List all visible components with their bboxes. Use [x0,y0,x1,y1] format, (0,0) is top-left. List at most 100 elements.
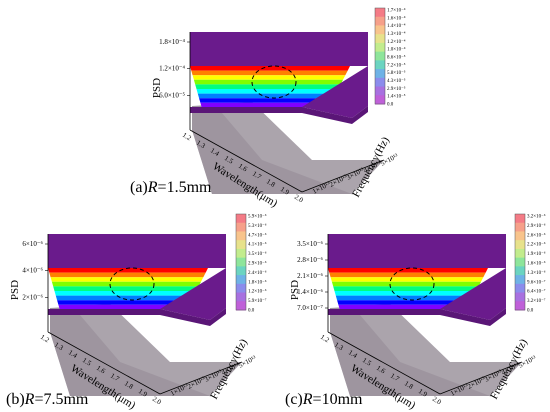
z-tick-label: 1.4×10⁻⁶ [297,288,323,296]
colorbar-segment [375,51,385,61]
colorbar-label: 4.3×10⁻⁵ [387,78,406,84]
z-tick-label: 3.5×10⁻⁶ [297,240,323,248]
plateau-top [328,234,506,268]
side-surface [50,308,210,396]
rainbow-band [331,281,481,287]
plateau-lower [302,66,368,118]
colorbar-segment [236,257,246,267]
colorbar-label: 1.2×10⁻⁴ [387,39,406,45]
x-tick-label: 1.3 [53,341,65,353]
x-tick-label: 1.5 [361,356,373,368]
colorbar-label: 6.4×10⁻⁷ [527,289,546,295]
rainbow-band [335,295,474,301]
caption-value: =7.5mm [34,391,88,408]
colorbar-segment [375,95,385,105]
z-tick-label: 6.0×10⁻⁵ [159,91,185,99]
x-tick-label: 1.4 [67,348,79,360]
x-tick-label: 1.9 [137,387,149,399]
colorbar-segment [515,222,525,232]
colorbar-segment [515,301,525,311]
colorbar-label: 0.0 [387,103,394,108]
colorbar-label: 5.9×10⁻⁷ [248,298,267,304]
colorbar-segment [375,77,385,88]
colorbar-segment [515,292,525,302]
rainbow-band [337,300,472,305]
colorbar-label: 4.7×10⁻⁶ [248,232,267,238]
colorbar-segment [375,8,385,18]
z-tick-label: 2.8×10⁻⁶ [297,256,323,264]
z-tick-label: 6×10⁻⁶ [22,240,43,248]
rainbow-band [338,304,470,310]
colorbar-label: 0.0 [248,309,255,314]
colorbar-segment [375,86,385,96]
x-tick-label: 1.2 [181,131,193,143]
colorbar-segment [375,34,385,44]
colorbar-label: 1.0×10⁻⁴ [387,47,406,53]
caption-variable: R [147,179,158,196]
z-tick-label: 2×10⁻⁶ [22,293,43,301]
colorbar-label: 1.9×10⁻⁶ [527,251,546,257]
rainbow-band [50,277,204,282]
x-tick-label: 1.5 [223,154,235,166]
x-tick-label: 1.2 [319,333,331,345]
caption-prefix: (c) [285,391,303,408]
x-tick-label: 1.4 [209,146,221,158]
colorbar-label: 5.9×10⁻⁶ [248,214,267,220]
plateau-edge [328,308,506,326]
rainbow-band [333,286,479,291]
x-tick-label: 1.8 [265,177,277,189]
colorbar-label: 2.9×10⁻⁶ [527,223,546,229]
colorbar-frame [514,213,526,311]
colorbar-segment [515,257,525,267]
colorbar-segment [515,231,525,241]
colorbar-segment [515,275,525,285]
colorbar-segment [375,16,385,26]
colorbar-frame [235,213,247,311]
colorbar-label: 7.2×10⁻⁵ [387,62,406,68]
plateau-edge [190,106,368,124]
chart-panel-b: 2×10⁻⁶4×10⁻⁶6×10⁻⁶PSD1.21.31.41.51.61.71… [9,234,257,412]
x-axis-line [189,129,303,193]
x-tick-label: 2.0 [151,395,163,407]
caption-value: =1.5mm [158,179,212,196]
x-tick-label: 1.6 [375,364,387,376]
x-tick-label: 1.5 [81,356,93,368]
panel-caption: (c)R=10mm [285,391,363,408]
z-tick-label: 7.0×10⁻⁷ [297,304,323,312]
colorbar-segment [236,283,246,294]
x-axis-line [327,331,441,395]
rainbow-band [191,70,348,76]
rainbow-band [329,272,486,278]
colorbar-label: 5.8×10⁻⁵ [387,70,406,76]
y-axis-line [301,159,385,193]
x-tick-label: 1.6 [95,364,107,376]
panel-caption: (b)R=7.5mm [6,391,89,408]
z-tick-label: 1.2×10⁻⁴ [159,65,185,73]
x-tick-label: 1.3 [195,139,207,151]
rainbow-band [54,291,197,296]
plateau-edge [48,308,226,326]
colorbar-frame [374,7,386,105]
x-tick-label: 1.2 [39,333,51,345]
rainbow-band [49,272,206,278]
rainbow-band [200,102,332,108]
colorbar-segment [515,248,525,259]
x-tick-label: 1.7 [109,372,121,384]
colorbar-segment [515,266,525,276]
chart-panel-c: 7.0×10⁻⁷ 1.4×10⁻⁶ 2.1×10⁻⁶ 2.8×10⁻⁶ 3.5×10⁻⁶… [289,234,537,412]
rainbow-band [334,291,477,296]
colorbar-label: 1.7×10⁻⁴ [387,8,406,14]
z-tick-label: 1.8×10⁻⁴ [159,38,185,46]
caption-value: =10mm [313,391,363,408]
colorbar-label: 5.3×10⁻⁶ [248,223,267,229]
colorbar-segment [515,214,525,224]
colorbar-label: 0.0 [527,309,534,314]
plateau-top [48,234,226,268]
colorbar-label: 2.4×10⁻⁶ [248,270,267,276]
rainbow-band [193,79,343,85]
plateau-top [190,32,368,66]
x-tick-label: 2.0 [431,395,443,407]
x-axis-line [47,331,161,395]
rainbow-band [53,286,199,291]
